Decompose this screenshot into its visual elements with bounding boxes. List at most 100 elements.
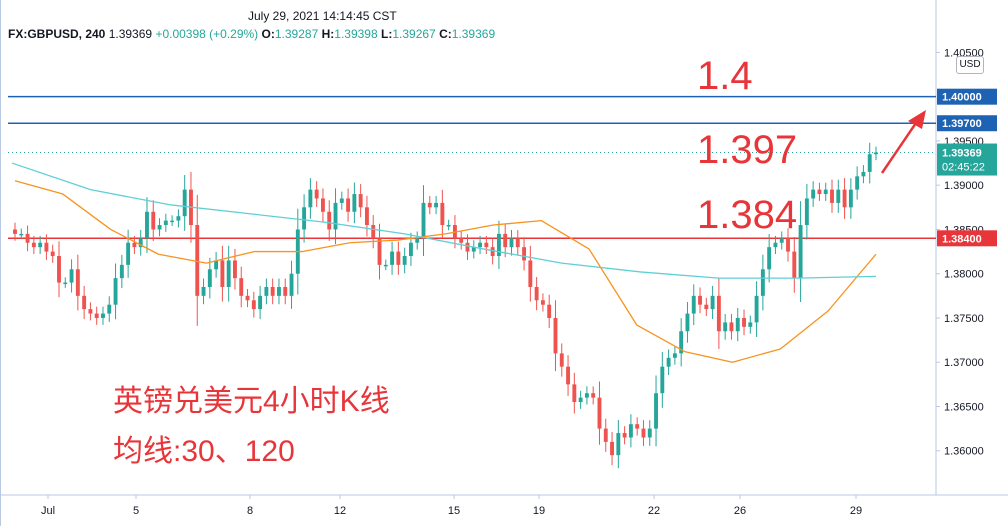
candle-body-125 xyxy=(798,225,803,279)
candle-body-37 xyxy=(245,295,250,301)
candle-body-5 xyxy=(44,242,49,252)
close-value: 1.39369 xyxy=(451,27,496,41)
candle-body-97 xyxy=(622,433,627,438)
candle-body-120 xyxy=(767,247,772,270)
x-tick-label-7: 26 xyxy=(734,505,746,517)
x-tick-label-6: 22 xyxy=(648,505,660,517)
candle-body-137 xyxy=(874,152,878,155)
candle-body-113 xyxy=(723,322,728,332)
candle-body-116 xyxy=(742,317,746,327)
candle-body-43 xyxy=(283,286,288,296)
candle-body-83 xyxy=(534,286,539,301)
candle-body-112 xyxy=(716,295,721,332)
candle-body-20 xyxy=(138,238,143,248)
y-tick-label-4: 1.38000 xyxy=(944,269,984,281)
candle-body-34 xyxy=(226,260,231,287)
x-tick-label-4: 15 xyxy=(448,505,460,517)
candle-body-61 xyxy=(396,251,401,265)
candle-body-75 xyxy=(484,242,489,248)
candle-body-67 xyxy=(434,202,439,208)
candle-body-66 xyxy=(427,202,432,208)
candle-body-58 xyxy=(377,238,382,265)
candle-body-123 xyxy=(786,238,790,252)
candle-body-32 xyxy=(214,260,219,270)
candle-body-7 xyxy=(57,256,61,283)
candle-body-48 xyxy=(314,189,319,199)
timestamp: July 29, 2021 14:14:45 CST xyxy=(248,9,397,23)
x-tick-label-5: 19 xyxy=(533,505,545,517)
arrow-head xyxy=(908,110,926,129)
candle-body-10 xyxy=(75,269,80,296)
candle-body-78 xyxy=(503,233,508,248)
current-price-label: 1.39369 xyxy=(942,148,982,160)
annotation-level-2: 1.397 xyxy=(697,128,798,172)
candle-body-129 xyxy=(823,189,828,195)
candle-body-53 xyxy=(346,198,351,212)
candle-body-24 xyxy=(163,220,168,226)
candle-body-115 xyxy=(735,317,740,332)
currency-badge[interactable]: USD xyxy=(956,56,984,74)
x-tick-label-8: 29 xyxy=(850,505,862,517)
candle-body-29 xyxy=(195,225,200,296)
candle-body-119 xyxy=(760,269,765,296)
annotation-level-3: 1.384 xyxy=(697,193,798,237)
candle-body-17 xyxy=(119,264,124,279)
candle-body-91 xyxy=(584,393,589,398)
low-value: 1.39267 xyxy=(392,27,436,41)
candle-body-38 xyxy=(251,300,256,310)
candle-body-110 xyxy=(704,304,709,310)
candle-body-107 xyxy=(685,313,690,332)
candle-body-133 xyxy=(848,189,853,208)
candle-body-42 xyxy=(277,286,281,296)
x-tick-label-2: 8 xyxy=(247,505,253,517)
low-label: L: xyxy=(381,27,393,41)
high-label: H: xyxy=(321,27,335,41)
candle-body-46 xyxy=(302,207,307,230)
candle-body-40 xyxy=(264,286,269,296)
candle-body-134 xyxy=(855,176,860,190)
ma-legend-cn: 均线:30、120 xyxy=(113,435,295,468)
candle-body-9 xyxy=(69,269,74,283)
y-tick-label-2: 1.37000 xyxy=(944,357,984,369)
candle-body-77 xyxy=(496,233,501,257)
candle-body-104 xyxy=(666,357,671,367)
candle-body-100 xyxy=(641,428,646,438)
candle-body-79 xyxy=(509,238,514,248)
candle-body-108 xyxy=(691,295,696,314)
candle-body-114 xyxy=(729,322,734,332)
candle-body-96 xyxy=(616,433,621,456)
candle-body-71 xyxy=(459,238,464,243)
candle-body-127 xyxy=(811,189,816,199)
candle-body-50 xyxy=(327,211,332,230)
arrow-shaft xyxy=(880,119,920,174)
candle-body-59 xyxy=(383,264,388,267)
candle-body-131 xyxy=(836,189,841,203)
candle-body-2 xyxy=(25,233,30,243)
candle-body-102 xyxy=(654,393,658,429)
candle-body-74 xyxy=(478,242,483,248)
candle-body-76 xyxy=(490,247,495,257)
y-tick-label-0: 1.36000 xyxy=(944,446,984,458)
candle-body-130 xyxy=(830,189,834,203)
candle-body-54 xyxy=(352,194,357,212)
candle-body-15 xyxy=(107,304,112,314)
candle-body-0 xyxy=(13,229,17,234)
candle-body-128 xyxy=(817,189,822,195)
candle-body-136 xyxy=(867,154,872,172)
candle-body-64 xyxy=(415,238,420,243)
candle-body-56 xyxy=(364,207,369,226)
candle-body-52 xyxy=(339,198,344,203)
candle-body-25 xyxy=(170,220,175,223)
candle-body-72 xyxy=(465,242,470,252)
level-tag-2 xyxy=(937,230,997,247)
candle-body-135 xyxy=(861,171,866,177)
candle-body-105 xyxy=(672,353,677,358)
candle-body-21 xyxy=(145,211,149,239)
ohlc-readout: FX:GBPUSD, 240 1.39369 +0.00398 (+0.29%)… xyxy=(8,27,495,41)
candle-body-33 xyxy=(220,260,225,287)
candle-body-99 xyxy=(635,424,640,429)
candle-body-117 xyxy=(748,322,753,327)
candle-body-14 xyxy=(101,313,105,318)
candle-body-87 xyxy=(559,353,564,367)
